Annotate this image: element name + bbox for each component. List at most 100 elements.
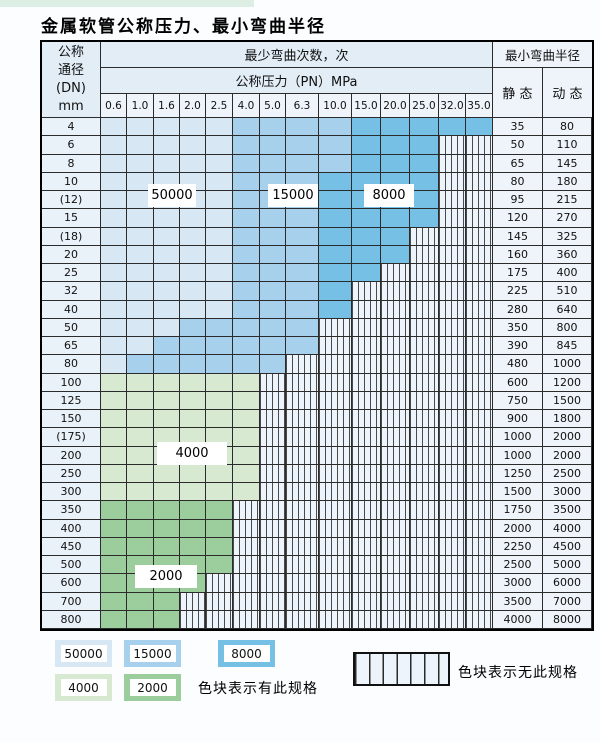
no-spec-cell (466, 592, 493, 611)
spec-zone-cell (180, 337, 206, 356)
no-spec-cell (286, 464, 319, 483)
table-row: 100 600 1200 (42, 373, 592, 392)
spec-zone-cell (101, 592, 127, 611)
spec-zone-cell (101, 410, 127, 429)
legend-no-spec-text: 色块表示无此规格 (458, 665, 578, 681)
spec-zone-cell (352, 245, 381, 264)
static-radius-cell: 390 (493, 337, 543, 356)
no-spec-cell (381, 391, 410, 410)
spec-zone-cell (233, 209, 260, 228)
no-spec-cell (466, 373, 493, 392)
spec-zone-cell (352, 118, 381, 137)
spec-zone-cell (352, 209, 381, 228)
spec-zone-cell (154, 373, 180, 392)
no-spec-cell (439, 519, 466, 538)
spec-zone-cell (260, 154, 286, 173)
min-bend-radius-header: 最小弯曲半径 (493, 42, 592, 68)
no-spec-cell (319, 483, 352, 502)
spec-zone-cell (101, 556, 127, 575)
dn-cell: 4 (42, 118, 101, 137)
static-radius-cell: 2250 (493, 537, 543, 556)
spec-zone-cell (101, 519, 127, 538)
no-spec-cell (466, 318, 493, 337)
spec-zone-cell (180, 537, 206, 556)
pressure-tick: 5.0 (260, 94, 286, 118)
spec-zone-cell (410, 191, 439, 210)
spec-zone-cell (180, 519, 206, 538)
spec-zone-cell (154, 610, 180, 629)
spec-zone-cell (180, 282, 206, 301)
no-spec-cell (260, 537, 286, 556)
spec-zone-cell (410, 209, 439, 228)
no-spec-cell (410, 245, 439, 264)
no-spec-cell (319, 574, 352, 593)
spec-zone-cell (410, 172, 439, 191)
no-spec-cell (466, 410, 493, 429)
no-spec-cell (286, 483, 319, 502)
no-spec-cell (352, 537, 381, 556)
table-row: 800 4000 8000 (42, 610, 592, 629)
legend-swatch-50000: 50000 (55, 640, 112, 667)
no-spec-cell (466, 483, 493, 502)
zone-count-tag: 4000 (157, 442, 227, 465)
no-spec-cell (260, 501, 286, 520)
no-spec-cell (439, 610, 466, 629)
no-spec-cell (319, 373, 352, 392)
spec-zone-cell (101, 209, 127, 228)
table-row: 4 35 80 (42, 118, 592, 137)
pressure-tick: 1.6 (154, 94, 180, 118)
no-spec-cell (410, 610, 439, 629)
spec-zone-cell (127, 355, 154, 374)
no-spec-cell (352, 501, 381, 520)
spec-zone-cell (206, 264, 233, 283)
spec-zone-cell (154, 391, 180, 410)
spec-zone-cell (154, 537, 180, 556)
no-spec-cell (319, 592, 352, 611)
static-radius-cell: 80 (493, 172, 543, 191)
zone-count-tag: 15000 (268, 184, 318, 207)
static-radius-cell: 3500 (493, 592, 543, 611)
dn-cell: 32 (42, 282, 101, 301)
spec-zone-cell (101, 172, 127, 191)
no-spec-cell (410, 282, 439, 301)
spec-zone-cell (101, 501, 127, 520)
table-row: 350 1750 3500 (42, 501, 592, 520)
no-spec-cell (319, 410, 352, 429)
spec-zone-cell (180, 209, 206, 228)
static-radius-cell: 750 (493, 391, 543, 410)
legend-hatch-swatch (353, 652, 450, 686)
table-row: 65 390 845 (42, 337, 592, 356)
no-spec-cell (439, 245, 466, 264)
spec-zone-cell (260, 282, 286, 301)
spec-zone-cell (319, 209, 352, 228)
spec-zone-cell (206, 464, 233, 483)
spec-zone-cell (101, 282, 127, 301)
legend-swatch-2000: 2000 (124, 674, 181, 701)
no-spec-cell (180, 610, 206, 629)
spec-zone-cell (101, 391, 127, 410)
spec-zone-cell (233, 191, 260, 210)
legend-has-spec-text: 色块表示有此规格 (198, 681, 318, 697)
spec-zone-cell (127, 501, 154, 520)
static-radius-cell: 50 (493, 136, 543, 155)
no-spec-cell (260, 373, 286, 392)
no-spec-cell (439, 464, 466, 483)
spec-zone-cell (352, 154, 381, 173)
spec-zone-cell (127, 209, 154, 228)
spec-zone-cell (206, 483, 233, 502)
no-spec-cell (410, 264, 439, 283)
table-row: 400 2000 4000 (42, 519, 592, 538)
spec-zone-cell (319, 300, 352, 319)
spec-zone-cell (233, 355, 260, 374)
spec-zone-cell (127, 483, 154, 502)
spec-zone-cell (206, 191, 233, 210)
spec-zone-cell (319, 118, 352, 137)
spec-zone-cell (260, 245, 286, 264)
spec-zone-cell (286, 300, 319, 319)
no-spec-cell (466, 537, 493, 556)
spec-zone-cell (233, 154, 260, 173)
dn-cell: (18) (42, 227, 101, 246)
spec-zone-cell (180, 483, 206, 502)
legend-swatch-15000: 15000 (124, 640, 181, 667)
static-radius-cell: 65 (493, 154, 543, 173)
